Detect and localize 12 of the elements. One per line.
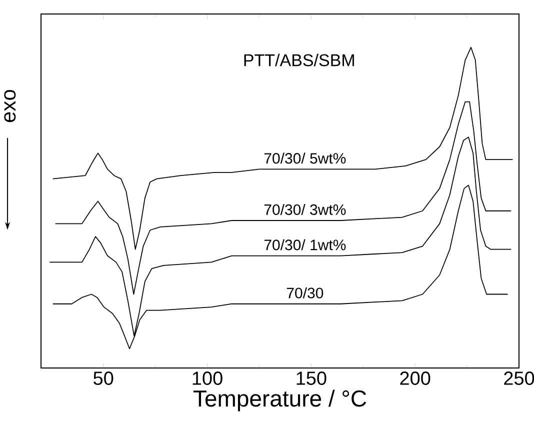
x-tick-label: 100 bbox=[192, 372, 222, 385]
series-label: 70/30 bbox=[286, 287, 324, 298]
x-axis-title: Temperature / °C bbox=[193, 390, 366, 412]
x-tick-label: 250 bbox=[504, 372, 534, 385]
series-label: 70/30/ 1wt% bbox=[264, 239, 346, 250]
x-tick-label: 150 bbox=[296, 372, 326, 385]
series-label: 70/30/ 5wt% bbox=[264, 152, 346, 164]
x-tick-label: 200 bbox=[400, 372, 430, 385]
annotation: PTT/ABS/SBM bbox=[244, 54, 354, 66]
y-axis-title: exo bbox=[4, 90, 16, 122]
x-tick-label: 50 bbox=[94, 372, 114, 385]
series-label: 70/30/ 3wt% bbox=[264, 204, 346, 215]
